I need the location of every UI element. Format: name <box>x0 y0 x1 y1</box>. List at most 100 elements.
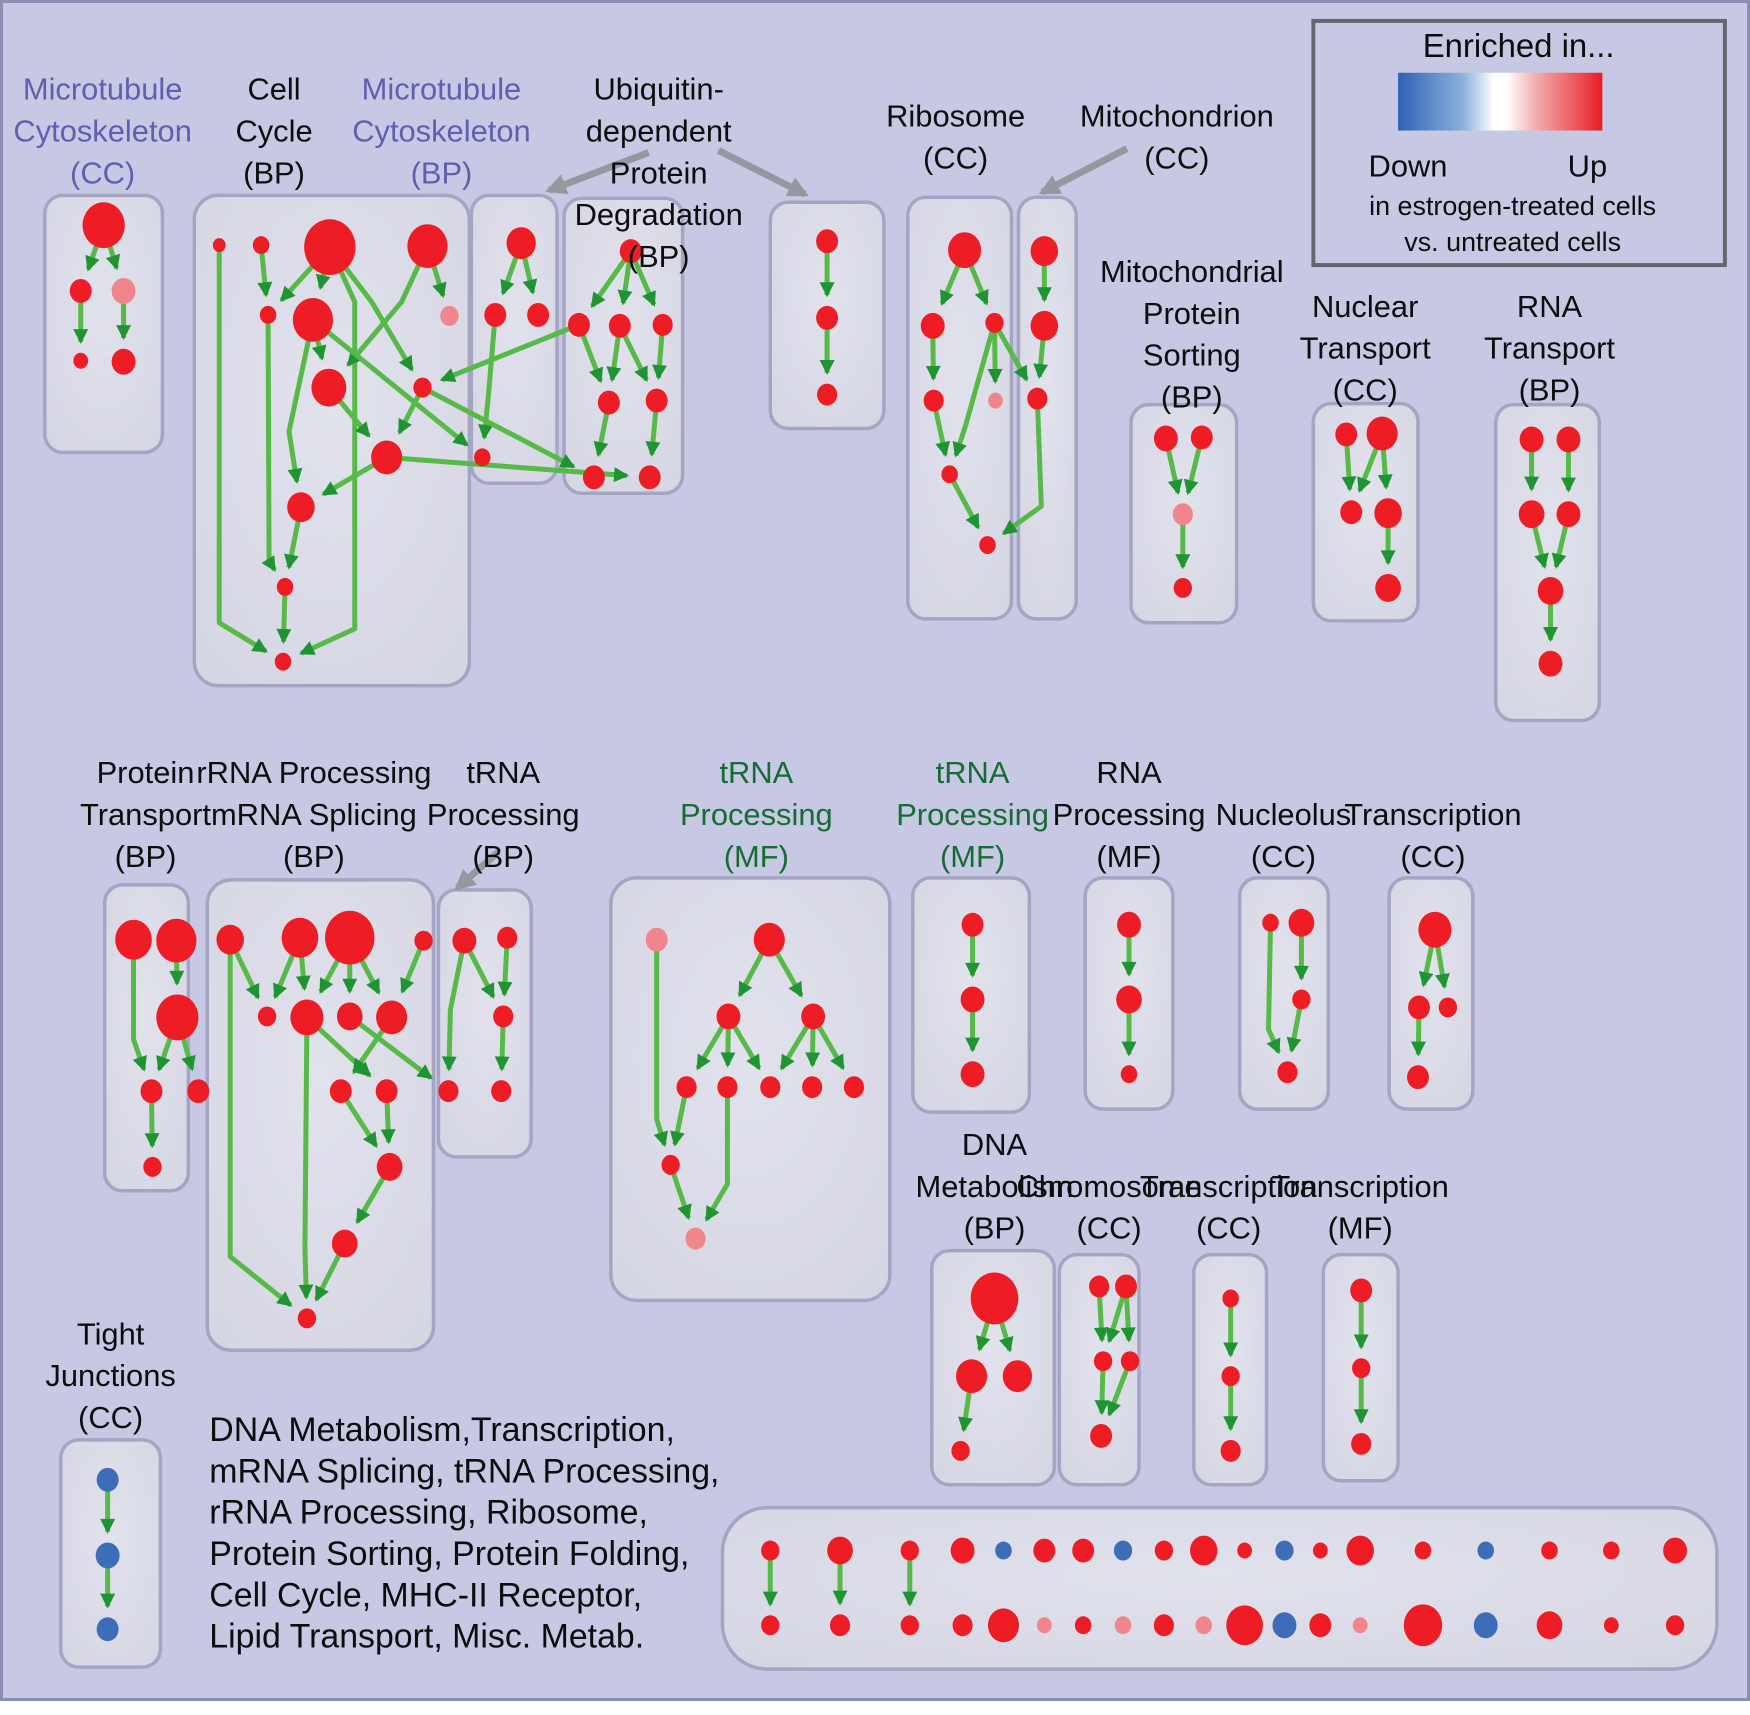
dna-metabolism-label: Metabolism <box>916 1169 1074 1204</box>
node-rr9 <box>329 1079 352 1104</box>
cell-cycle-label: Cycle <box>235 114 312 149</box>
node-rt2 <box>1556 426 1581 453</box>
trna-mf-1-label: Processing <box>680 797 833 832</box>
node-m9b <box>1153 1614 1174 1637</box>
node-rr1 <box>216 924 244 955</box>
node-m14b <box>1352 1617 1368 1634</box>
edge-cc6-mt4 <box>311 317 469 447</box>
microtubule-cc-label: Cytoskeleton <box>13 114 191 149</box>
node-m17b <box>1536 1611 1563 1640</box>
node-tm7 <box>760 1076 781 1099</box>
transcription-cc-a-label: Transcription <box>1344 797 1521 832</box>
trna-mf-2-label: (MF) <box>940 839 1005 874</box>
misc-clusters-text: rRNA Processing, Ribosome, <box>209 1494 648 1532</box>
label-pointer-arrow-2 <box>1038 145 1129 196</box>
node-ub3 <box>608 313 631 338</box>
node-tm3 <box>716 1003 741 1030</box>
node-ta1 <box>1418 911 1452 948</box>
edge-cc11-cc12 <box>276 586 292 644</box>
edge-tb1-tb4 <box>441 940 467 1072</box>
node-pt2 <box>156 918 197 963</box>
chromosome-label: (CC) <box>1076 1211 1141 1246</box>
mitochondrion-label: (CC) <box>1144 140 1209 175</box>
node-cc8 <box>413 377 432 398</box>
node-rr12 <box>331 1229 358 1258</box>
node-m14t <box>1346 1535 1374 1566</box>
ubiquitin-label: Degradation <box>575 197 743 232</box>
dna-metabolism-label: (BP) <box>964 1211 1026 1246</box>
node-ch1 <box>1089 1275 1110 1298</box>
legend-title: Enriched in... <box>1423 27 1615 64</box>
node-rr4 <box>414 930 433 951</box>
node-dm1 <box>970 1272 1019 1325</box>
mito-sorting-label: Mitochondrial <box>1100 254 1284 289</box>
microtubule-bp-box <box>469 193 559 486</box>
node-rb2 <box>920 312 945 339</box>
node-tm8 <box>802 1076 823 1099</box>
transcription-cc-b-label: Transcription <box>1140 1169 1317 1204</box>
node-m12t <box>1275 1540 1294 1561</box>
trna-mf-2-label: Processing <box>896 797 1049 832</box>
node-nt5 <box>1375 573 1401 602</box>
node-dm4 <box>951 1440 970 1461</box>
layer-text: DNA Metabolism,Transcription,mRNA Splici… <box>209 1411 719 1656</box>
node-m7t <box>1072 1538 1095 1563</box>
node-un2 <box>816 305 839 330</box>
node-m3b <box>900 1615 919 1636</box>
legend-box <box>1311 18 1727 268</box>
node-tb2 <box>497 926 518 949</box>
node-tj1 <box>96 1467 119 1492</box>
tight-junctions-label: Junctions <box>45 1358 175 1393</box>
rrna-label: rRNA Processing <box>196 755 431 790</box>
node-m8b <box>1114 1616 1132 1635</box>
node-un1 <box>816 229 839 254</box>
rna-proc-mf-label: (MF) <box>1096 839 1161 874</box>
edge-rb6-rb7 <box>947 473 981 530</box>
node-tcb3 <box>1220 1439 1241 1462</box>
node-cc11 <box>276 577 294 596</box>
node-pt6 <box>143 1156 162 1177</box>
node-mc3 <box>111 278 136 304</box>
node-ts3 <box>960 1061 985 1088</box>
node-m5t <box>995 1541 1012 1560</box>
node-m4b <box>952 1614 973 1637</box>
transcription-mf-label: (MF) <box>1328 1211 1393 1246</box>
node-ub6 <box>645 388 668 413</box>
node-m4t <box>950 1537 975 1564</box>
node-mt1 <box>506 227 536 260</box>
node-dm2 <box>956 1359 988 1394</box>
node-tm1 <box>645 927 668 952</box>
edge-rr7-tb4 <box>348 1014 433 1080</box>
dna-metabolism-label: DNA <box>962 1127 1028 1162</box>
transcription-cc-b-label: (CC) <box>1196 1211 1261 1246</box>
misc-box <box>720 1505 1719 1671</box>
edge-mi3-rb7 <box>1001 398 1044 536</box>
node-nu2 <box>1288 908 1315 937</box>
misc-clusters-text: DNA Metabolism,Transcription, <box>209 1411 675 1449</box>
node-ta3 <box>1438 997 1458 1018</box>
node-m13b <box>1309 1613 1332 1638</box>
node-mc4 <box>73 352 89 369</box>
node-tm6 <box>717 1076 738 1099</box>
node-m1t <box>761 1540 780 1561</box>
node-cc5 <box>259 305 277 324</box>
node-rr10 <box>375 1079 398 1104</box>
legend-down-label: Down <box>1369 148 1448 183</box>
node-tmf2 <box>1352 1358 1371 1379</box>
edge-rr6-rr13 <box>298 1017 314 1300</box>
node-tb1 <box>452 927 477 954</box>
node-cc3 <box>304 219 356 276</box>
protein-transport-label: Protein <box>97 755 195 790</box>
nuclear-transport-box <box>1311 401 1420 623</box>
transcription-cc-a-box <box>1387 876 1475 1111</box>
node-nu1 <box>1262 913 1279 932</box>
edge-ub2-cc8 <box>439 322 580 383</box>
node-nt1 <box>1335 422 1358 447</box>
ribosome-label: (CC) <box>923 140 988 175</box>
node-tm5 <box>676 1076 697 1099</box>
node-mt3 <box>527 302 550 327</box>
protein-transport-label: Transport <box>80 797 211 832</box>
node-mc2 <box>69 279 92 303</box>
microtubule-bp-label: Microtubule <box>362 72 522 107</box>
node-rb3 <box>985 312 1004 333</box>
